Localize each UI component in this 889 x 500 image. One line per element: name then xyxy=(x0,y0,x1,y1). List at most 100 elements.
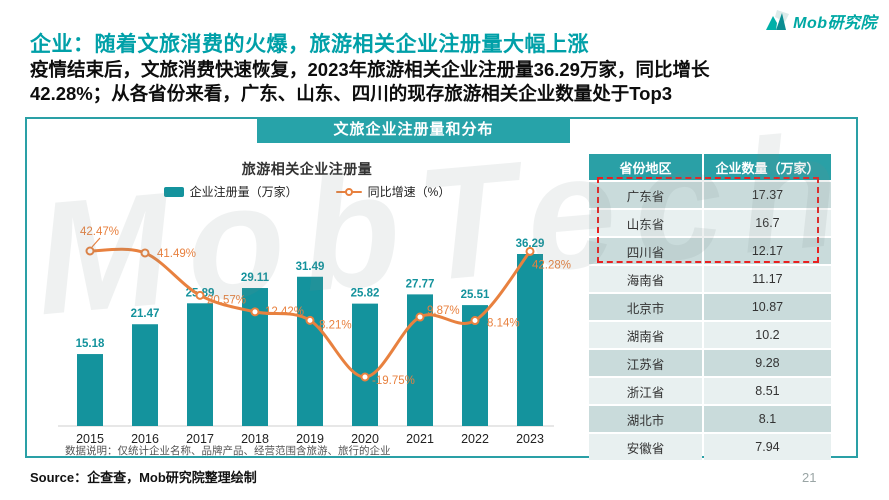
line-marker xyxy=(415,312,425,322)
growth-label: 42.28% xyxy=(532,259,571,271)
count-cell: 12.17 xyxy=(703,238,831,264)
table-row: 广东省 17.37 xyxy=(589,182,831,208)
table-row: 湖南省 10.2 xyxy=(589,322,831,348)
table-row: 四川省 12.17 xyxy=(589,238,831,264)
brand-logo-text: Mob研究院 xyxy=(793,15,877,32)
x-tick-label: 2018 xyxy=(241,432,269,446)
line-swatch-icon xyxy=(335,187,362,196)
province-cell: 北京市 xyxy=(589,294,702,320)
count-cell: 9.28 xyxy=(703,350,831,376)
bar-value-label: 25.82 xyxy=(351,288,380,300)
count-cell: 8.51 xyxy=(703,378,831,404)
province-cell: 广东省 xyxy=(589,182,702,208)
combo-chart: 15.18201521.47201625.89201729.11201831.4… xyxy=(42,201,587,453)
x-tick-label: 2016 xyxy=(131,432,159,446)
bar-2019 xyxy=(297,276,323,426)
count-cell: 10.2 xyxy=(703,322,831,348)
bar-value-label: 15.18 xyxy=(76,338,105,350)
chart-data-note: 数据说明：仅统计企业名称、品牌产品、经营范围含旅游、旅行的企业 xyxy=(65,445,391,457)
bar-2015 xyxy=(77,354,103,426)
bar-value-label: 36.29 xyxy=(516,238,545,250)
line-marker xyxy=(305,315,315,325)
legend-bar-label: 企业注册量（万家） xyxy=(189,185,298,199)
count-cell: 8.1 xyxy=(703,406,831,432)
chart-svg: 15.18201521.47201625.89201729.11201831.4… xyxy=(58,226,571,446)
growth-label: 41.49% xyxy=(157,248,196,260)
table-row: 湖北市 8.1 xyxy=(589,406,831,432)
growth-label: 9.87% xyxy=(427,305,460,317)
x-tick-label: 2017 xyxy=(186,432,214,446)
count-cell: 16.7 xyxy=(703,210,831,236)
mob-logo-icon xyxy=(766,10,790,30)
x-tick-label: 2015 xyxy=(76,432,104,446)
table-row: 北京市 10.87 xyxy=(589,294,831,320)
legend-item-bar: 企业注册量（万家） xyxy=(163,183,298,200)
province-cell: 湖南省 xyxy=(589,322,702,348)
province-cell: 湖北市 xyxy=(589,406,702,432)
growth-label: 12.42% xyxy=(265,306,304,318)
bar-2017 xyxy=(187,303,213,426)
province-cell: 江苏省 xyxy=(589,350,702,376)
growth-label: -19.75% xyxy=(372,375,415,387)
page-number: 21 xyxy=(802,470,817,485)
top3-highlight-box xyxy=(597,177,819,263)
count-cell: 11.17 xyxy=(703,266,831,292)
province-table-container: 省份地区 企业数量（万家） 广东省 17.37 山东省 16.7 四川省 12.17 海南省… xyxy=(587,152,835,462)
legend-item-line: 同比增速（%） xyxy=(335,183,451,200)
table-body: 广东省 17.37 山东省 16.7 四川省 12.17 海南省 11.17 北京市 10.87 湖… xyxy=(589,182,831,460)
bar-swatch-icon xyxy=(163,186,184,197)
count-cell: 10.87 xyxy=(703,294,831,320)
bar-value-label: 27.77 xyxy=(406,278,435,290)
province-cell: 四川省 xyxy=(589,238,702,264)
bar-2020 xyxy=(352,303,378,426)
legend-line-label: 同比增速（%） xyxy=(367,185,451,199)
growth-label: 42.47% xyxy=(80,226,119,238)
province-table: 省份地区 企业数量（万家） 广东省 17.37 山东省 16.7 四川省 12.17 海南省… xyxy=(587,152,833,462)
page-subtitle: 疫情结束后，文旅消费快速恢复，2023年旅游相关企业注册量36.29万家，同比增… xyxy=(30,58,878,107)
line-marker xyxy=(85,246,95,256)
growth-label: 8.21% xyxy=(319,319,352,331)
province-cell: 海南省 xyxy=(589,266,702,292)
label-leader-line xyxy=(91,237,101,248)
growth-label: 8.14% xyxy=(487,318,520,330)
line-marker xyxy=(470,316,480,326)
col-header-count: 企业数量（万家） xyxy=(703,154,831,180)
count-cell: 17.37 xyxy=(703,182,831,208)
province-cell: 山东省 xyxy=(589,210,702,236)
subtitle-line-2: 42.28%；从各省份来看，广东、山东、四川的现存旅游相关企业数量处于Top3 xyxy=(30,83,673,105)
growth-line xyxy=(89,247,532,379)
bar-value-label: 31.49 xyxy=(296,261,325,273)
line-marker xyxy=(360,372,370,382)
bar-2022 xyxy=(462,305,488,426)
bar-2016 xyxy=(132,324,158,426)
x-tick-label: 2021 xyxy=(406,432,434,446)
source-note: Source：企查查，Mob研究院整理绘制 xyxy=(30,470,257,485)
brand-logo: Mob研究院 xyxy=(763,8,877,34)
province-cell: 安徽省 xyxy=(589,434,702,460)
col-header-province: 省份地区 xyxy=(589,154,702,180)
table-row: 安徽省 7.94 xyxy=(589,434,831,460)
section-banner: 文旅企业注册量和分布 xyxy=(257,117,570,143)
table-row: 山东省 16.7 xyxy=(589,210,831,236)
bar-value-label: 21.47 xyxy=(131,308,160,320)
chart-legend: 企业注册量（万家） 同比增速（%） xyxy=(27,183,587,200)
table-header-row: 省份地区 企业数量（万家） xyxy=(589,154,831,180)
x-tick-label: 2019 xyxy=(296,432,324,446)
line-marker xyxy=(140,248,150,258)
line-marker xyxy=(195,290,205,300)
bar-value-label: 29.11 xyxy=(241,272,270,284)
chart-title: 旅游相关企业注册量 xyxy=(241,161,373,177)
subtitle-line-1: 疫情结束后，文旅消费快速恢复，2023年旅游相关企业注册量36.29万家，同比增… xyxy=(30,59,710,80)
bar-value-label: 25.51 xyxy=(461,289,490,301)
growth-label: 20.57% xyxy=(207,294,246,306)
line-marker xyxy=(525,246,535,256)
table-row: 江苏省 9.28 xyxy=(589,350,831,376)
x-tick-label: 2023 xyxy=(516,432,544,446)
x-tick-label: 2020 xyxy=(351,432,379,446)
province-cell: 浙江省 xyxy=(589,378,702,404)
bar-2023 xyxy=(517,254,543,426)
count-cell: 7.94 xyxy=(703,434,831,460)
table-row: 海南省 11.17 xyxy=(589,266,831,292)
table-row: 浙江省 8.51 xyxy=(589,378,831,404)
